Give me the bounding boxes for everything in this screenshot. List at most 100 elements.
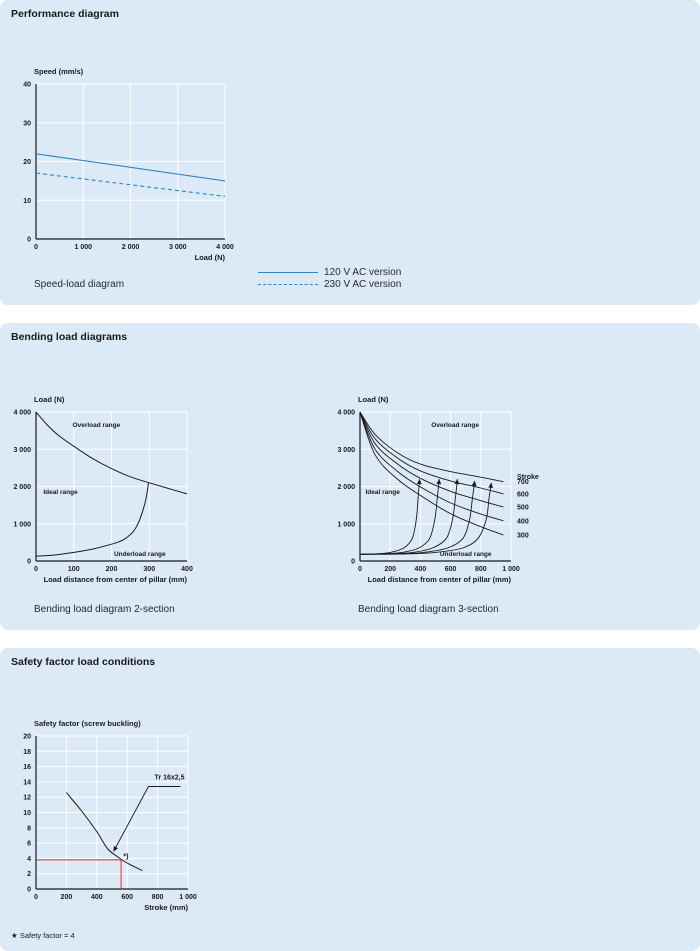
x-tick-label: 400 bbox=[415, 566, 427, 573]
y-tick-label: 4 bbox=[27, 856, 31, 863]
x-axis-label: Stroke (mm) bbox=[144, 903, 188, 912]
y-tick-label: 4 000 bbox=[13, 410, 31, 417]
overload-range-label: Overload range bbox=[431, 422, 479, 429]
y-tick-label: 18 bbox=[23, 749, 31, 756]
y-tick-label: 14 bbox=[23, 779, 31, 786]
safety-panel: Safety factor load conditions 0 200 400 600… bbox=[0, 648, 700, 951]
y-tick-label: 10 bbox=[23, 198, 31, 205]
x-tick-label: 4 000 bbox=[216, 244, 234, 251]
y-tick-label: 3 000 bbox=[13, 447, 31, 454]
y-tick-label: 3 000 bbox=[337, 447, 355, 454]
bending-panel: Bending load diagrams 0 100 200 300 400 0 1 00… bbox=[0, 323, 700, 630]
x-tick-label: 1 000 bbox=[74, 244, 92, 251]
x-tick-label: 300 bbox=[143, 566, 155, 573]
x-tick-label: 200 bbox=[384, 566, 396, 573]
y-tick-label: 2 000 bbox=[337, 484, 355, 491]
performance-panel: Performance diagram 0 1 000 2 000 3 000 4 00… bbox=[0, 0, 700, 305]
legend-label-230v: 230 V AC version bbox=[324, 279, 402, 290]
y-tick-label: 0 bbox=[27, 237, 31, 244]
y-tick-label: 10 bbox=[23, 810, 31, 817]
x-axis-label: Load distance from center of pillar (mm) bbox=[44, 575, 188, 584]
stroke-curve-500 bbox=[359, 411, 504, 508]
x-tick-label: 800 bbox=[475, 566, 487, 573]
y-axis-label: Load (N) bbox=[34, 395, 65, 404]
bending-3-section-chart: 0 200 400 600 800 1 000 0 1 000 2 000 3 000 4 000L… bbox=[337, 395, 539, 584]
y-tick-label: 12 bbox=[23, 795, 31, 802]
stroke-arrow-600 bbox=[471, 480, 477, 487]
stroke-arrow-300 bbox=[416, 479, 422, 485]
stroke-limit-curve-300 bbox=[359, 479, 421, 555]
y-tick-label: 1 000 bbox=[13, 521, 31, 528]
y-tick-label: 6 bbox=[27, 841, 31, 848]
stroke-label-300: 300 bbox=[517, 532, 529, 539]
safety-note-marker: *) bbox=[123, 853, 128, 860]
x-tick-label: 1 000 bbox=[502, 566, 520, 573]
y-tick-label: 4 000 bbox=[337, 410, 355, 417]
speed-load-caption: Speed-load diagram bbox=[34, 279, 125, 290]
x-tick-label: 400 bbox=[181, 566, 193, 573]
y-tick-label: 16 bbox=[23, 764, 31, 771]
y-tick-label: 2 bbox=[27, 871, 31, 878]
series-line-230v bbox=[35, 172, 226, 197]
safety-title: Safety factor load conditions bbox=[11, 656, 156, 668]
series-line-120v bbox=[35, 153, 226, 182]
ideal-range-label: Ideal range bbox=[365, 489, 400, 496]
footnote-text: Safety factor = 4 bbox=[19, 931, 75, 940]
x-tick-label: 2 000 bbox=[122, 244, 140, 251]
x-tick-label: 200 bbox=[61, 894, 73, 901]
underload-limit-curve bbox=[35, 482, 149, 557]
underload-range-label: Underload range bbox=[440, 551, 492, 558]
x-tick-label: 0 bbox=[34, 566, 38, 573]
stroke-arrow-500 bbox=[454, 479, 460, 485]
overload-range-label: Overload range bbox=[73, 422, 121, 429]
y-tick-label: 40 bbox=[23, 82, 31, 89]
y-tick-label: 0 bbox=[27, 559, 31, 566]
x-tick-label: 400 bbox=[91, 894, 103, 901]
tr-leader-arrow bbox=[113, 845, 119, 852]
y-tick-label: 0 bbox=[27, 887, 31, 894]
underload-range-label: Underload range bbox=[114, 551, 166, 558]
stroke-curve-400 bbox=[359, 411, 504, 522]
stroke-label-400: 400 bbox=[517, 518, 529, 525]
x-tick-label: 100 bbox=[68, 566, 80, 573]
x-tick-label: 600 bbox=[121, 894, 133, 901]
safety-factor-chart: 0 200 400 600 800 1 000 0 2 4 6 8 10 12 14 16 18 20Safet… bbox=[23, 719, 197, 912]
legend-item-120v: 120 V AC version bbox=[258, 267, 418, 279]
stroke-curve-300 bbox=[359, 411, 504, 536]
stroke-curve-600 bbox=[359, 411, 504, 495]
tr-leader-line bbox=[113, 786, 181, 852]
bending-2-section-caption: Bending load diagram 2-section bbox=[34, 604, 175, 615]
y-axis-label: Load (N) bbox=[358, 395, 389, 404]
stroke-arrow-400 bbox=[436, 479, 442, 485]
safety-factor-4-marker bbox=[36, 859, 122, 889]
y-tick-label: 1 000 bbox=[337, 521, 355, 528]
stroke-label-700: 700 bbox=[517, 479, 529, 486]
bending-3-section-caption: Bending load diagram 3-section bbox=[358, 604, 499, 615]
stroke-label-600: 600 bbox=[517, 491, 529, 498]
overload-limit-curve bbox=[35, 411, 188, 495]
tr-label: Tr 16x2,5 bbox=[155, 775, 185, 782]
x-tick-label: 3 000 bbox=[169, 244, 187, 251]
y-axis-label: Speed (mm/s) bbox=[34, 67, 84, 76]
bending-title: Bending load diagrams bbox=[11, 331, 128, 343]
y-tick-label: 8 bbox=[27, 825, 31, 832]
legend-line-dashed bbox=[258, 284, 318, 285]
x-axis-label: Load (N) bbox=[195, 253, 226, 262]
x-tick-label: 800 bbox=[152, 894, 164, 901]
safety-footnote: ★ Safety factor = 4 bbox=[11, 931, 75, 940]
x-tick-label: 0 bbox=[34, 894, 38, 901]
y-axis-label: Safety factor (screw buckling) bbox=[34, 719, 141, 728]
y-tick-label: 20 bbox=[23, 159, 31, 166]
stroke-curve-700 bbox=[359, 411, 504, 483]
ideal-range-label: Ideal range bbox=[43, 489, 78, 496]
safety-factor-curve bbox=[66, 792, 143, 872]
stroke-limit-curve-400 bbox=[359, 479, 440, 555]
x-tick-label: 600 bbox=[445, 566, 457, 573]
stroke-arrow-700 bbox=[488, 482, 493, 489]
y-tick-label: 0 bbox=[351, 559, 355, 566]
x-tick-label: 0 bbox=[358, 566, 362, 573]
y-tick-label: 20 bbox=[23, 734, 31, 741]
legend-line-solid bbox=[258, 272, 318, 273]
stroke-legend-title: Stroke bbox=[517, 474, 539, 481]
